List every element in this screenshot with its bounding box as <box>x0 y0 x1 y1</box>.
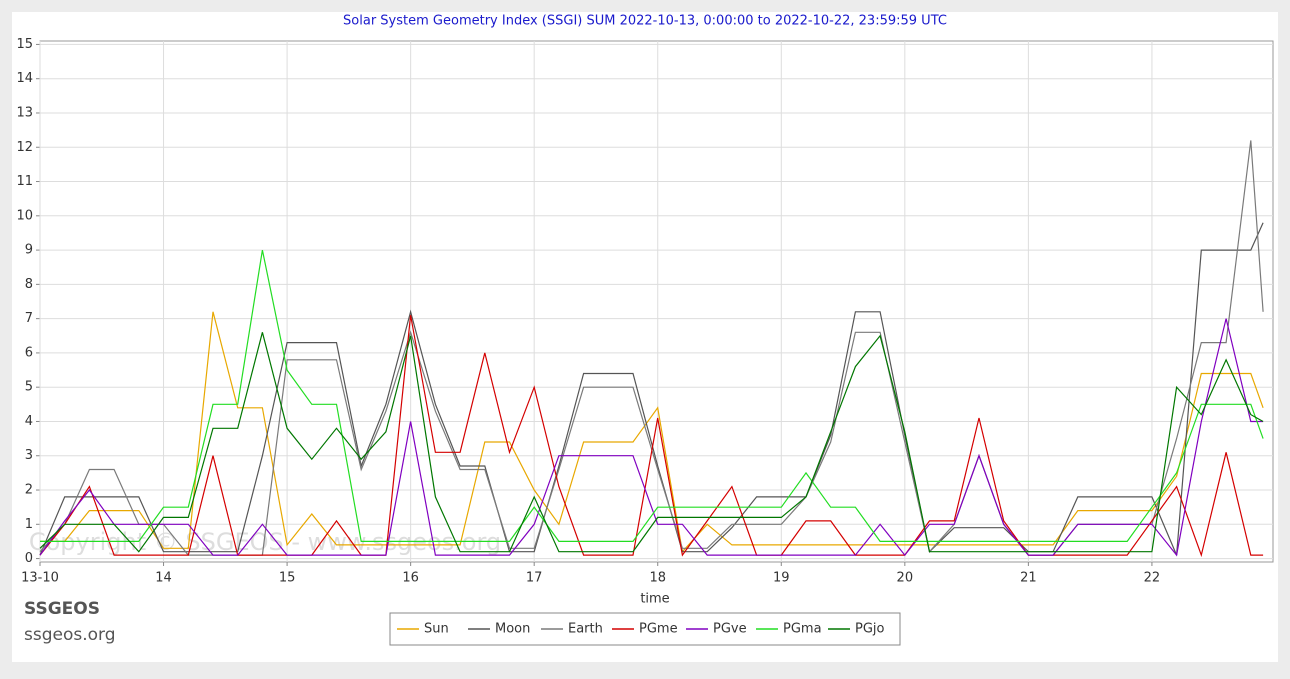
y-tick-label: 11 <box>16 174 33 189</box>
series-line <box>39 222 1264 556</box>
x-tick-label: 19 <box>773 571 790 586</box>
series-line <box>40 311 1264 554</box>
legend-label: PGve <box>713 622 747 637</box>
x-tick-label: 15 <box>279 571 296 586</box>
series-line <box>40 249 1264 543</box>
y-tick-label: 9 <box>25 243 33 258</box>
y-tick-label: 13 <box>16 105 33 120</box>
x-tick-label: 17 <box>526 571 543 586</box>
series-line <box>39 315 1264 558</box>
x-tick-label: 18 <box>649 571 666 586</box>
series-line <box>39 332 1264 553</box>
y-tick-label: 7 <box>25 311 33 326</box>
y-tick-label: 10 <box>16 208 33 223</box>
legend-label: PGma <box>783 622 822 637</box>
y-tick-label: 0 <box>25 551 33 566</box>
series-line <box>39 318 1264 557</box>
legend-label: PGme <box>639 622 678 637</box>
x-tick-label: 13-10 <box>21 571 59 586</box>
chart-title: Solar System Geometry Index (SSGI) SUM 2… <box>343 14 947 29</box>
x-tick-label: 22 <box>1144 571 1161 586</box>
x-axis-label: time <box>640 592 669 607</box>
y-tick-label: 8 <box>25 277 33 292</box>
legend-label: Earth <box>568 622 603 637</box>
brand-name: SSGEOS <box>24 599 100 619</box>
y-tick-label: 14 <box>16 71 33 86</box>
y-tick-label: 2 <box>25 483 33 498</box>
legend-label: Moon <box>495 622 530 637</box>
x-tick-label: 16 <box>402 571 419 586</box>
x-tick-label: 14 <box>155 571 172 586</box>
legend-label: Sun <box>424 622 449 637</box>
legend-label: PGjo <box>855 622 885 637</box>
y-tick-label: 1 <box>25 517 33 532</box>
plot-area <box>39 40 1274 563</box>
y-tick-label: 3 <box>25 448 33 463</box>
brand-url: ssgeos.org <box>24 625 116 645</box>
y-tick-label: 4 <box>25 414 33 429</box>
x-tick-label: 21 <box>1020 571 1037 586</box>
x-tick-label: 20 <box>897 571 914 586</box>
y-tick-label: 12 <box>16 140 33 155</box>
y-tick-label: 5 <box>25 380 33 395</box>
y-tick-label: 15 <box>16 37 33 52</box>
y-tick-label: 6 <box>25 345 33 360</box>
